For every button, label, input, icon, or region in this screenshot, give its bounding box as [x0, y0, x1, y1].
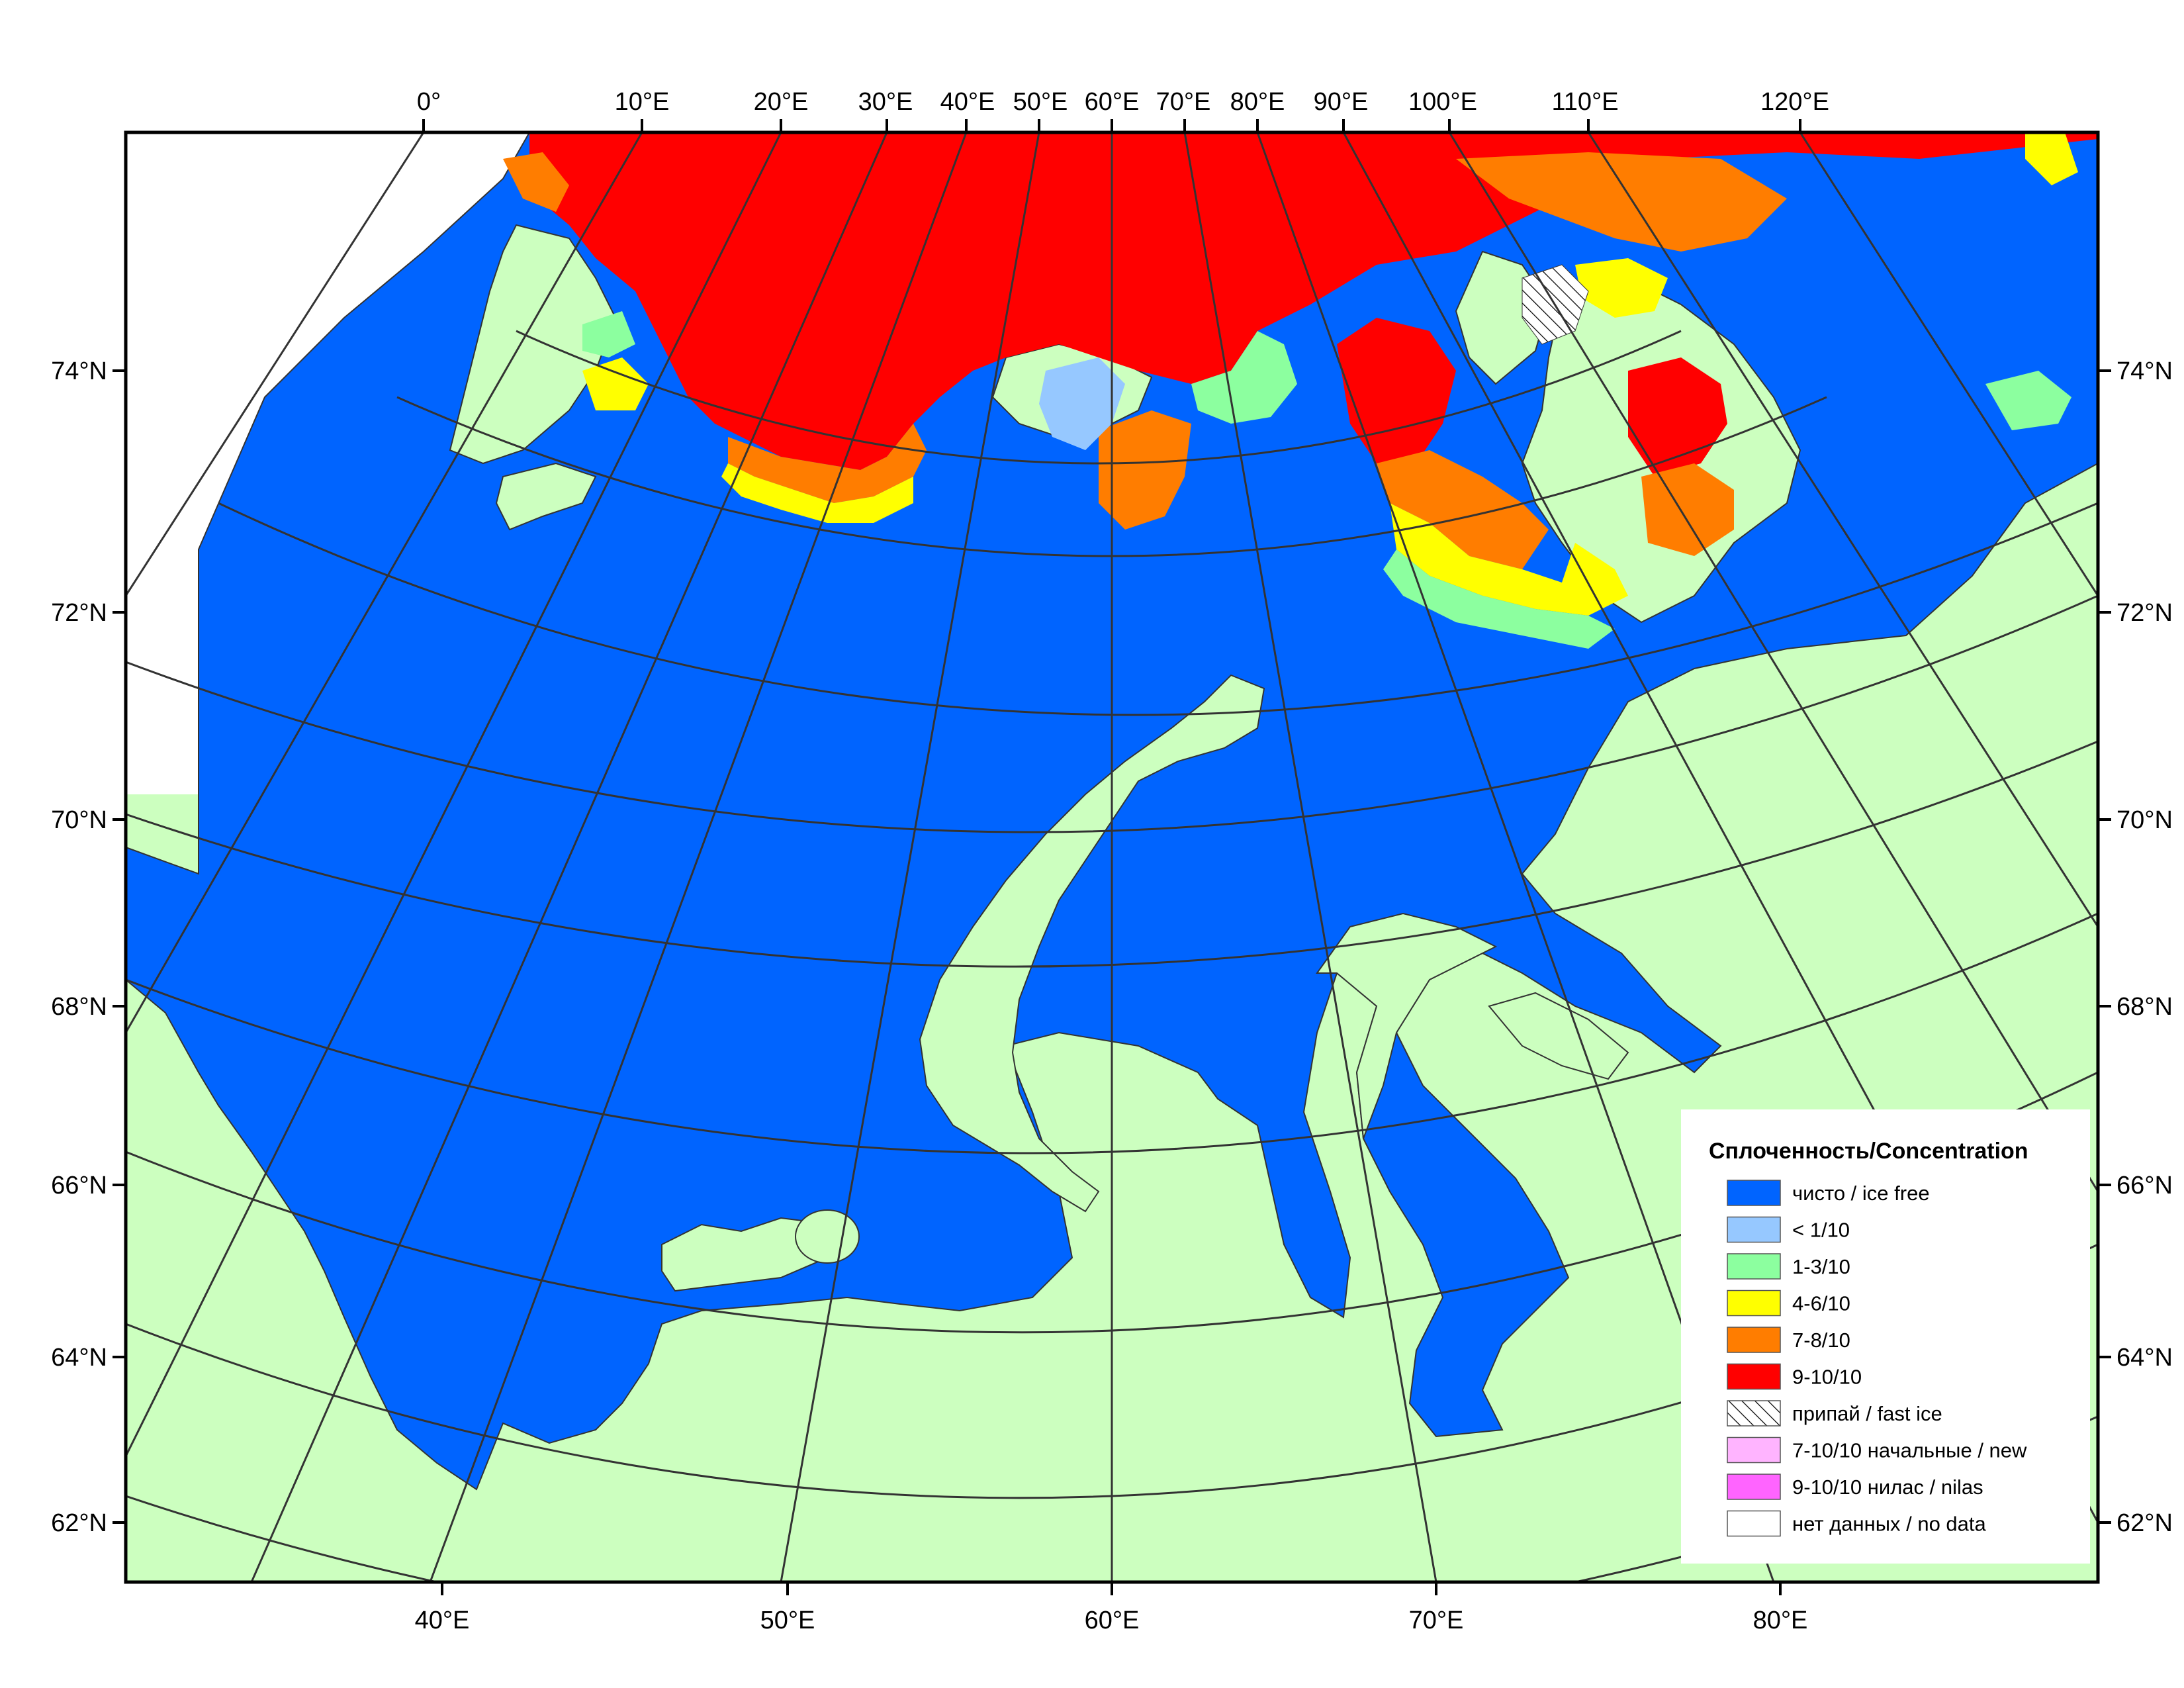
ice-7-8-north: [1456, 152, 1787, 252]
lon-label-top: 20°E: [754, 88, 809, 116]
legend-label: 7-10/10 начальные / new: [1792, 1439, 2027, 1462]
ice-1-3-kara: [1383, 549, 1615, 649]
kolguev-island: [795, 1209, 860, 1264]
lon-label-bottom: 50°E: [760, 1607, 815, 1634]
ice-7-8-svalbard: [503, 152, 569, 212]
lat-label-right: 62°N: [2116, 1509, 2173, 1537]
ice-4-6-kara: [1390, 503, 1628, 616]
lat-label-left: 64°N: [51, 1344, 107, 1372]
lat-label-left: 70°N: [51, 806, 107, 834]
lat-label-left: 72°N: [51, 599, 107, 627]
ice-1-3-svalbard: [582, 311, 635, 357]
legend-label: < 1/10: [1792, 1219, 1850, 1242]
ice-7-8-kara: [1377, 450, 1549, 569]
lon-label-bottom: 80°E: [1753, 1607, 1808, 1634]
ice-4-6-east: [2025, 132, 2078, 185]
legend-label: 9-10/10: [1792, 1366, 1862, 1389]
lat-label-left: 74°N: [51, 357, 107, 385]
top-lon-labels: 0° 10°E 20°E 30°E 40°E 50°E 60°E 70°E 80…: [417, 88, 1829, 116]
lon-label-top: 10°E: [615, 88, 670, 116]
legend-swatch: [1727, 1253, 1781, 1280]
lon-label-bottom: 60°E: [1085, 1607, 1140, 1634]
ice-4-6-taimyr: [1575, 258, 1668, 318]
no-data-region: [126, 132, 529, 794]
ice-7-8-center: [1099, 410, 1191, 530]
legend-swatch: [1727, 1289, 1781, 1317]
legend-label: 1-3/10: [1792, 1255, 1850, 1278]
lat-label-right: 72°N: [2116, 599, 2173, 627]
ice-9-10: [529, 132, 2098, 470]
legend-swatch: [1727, 1510, 1781, 1537]
bottom-lon-labels: 40°E 50°E 60°E 70°E 80°E: [415, 1607, 1808, 1634]
legend-label: 7-8/10: [1792, 1329, 1850, 1352]
legend-swatch: [1727, 1363, 1781, 1390]
legend-label: нет данных / no data: [1792, 1513, 1987, 1536]
lon-label-top: 100°E: [1408, 88, 1477, 116]
lon-label-top: 60°E: [1085, 88, 1140, 116]
lat-label-right: 74°N: [2116, 357, 2173, 385]
ice-7-8-taimyr: [1641, 463, 1734, 556]
lon-label-top: 110°E: [1551, 88, 1618, 116]
ice-4-6-svalbard: [582, 357, 649, 410]
lat-label-right: 66°N: [2116, 1172, 2173, 1199]
lat-label-right: 70°N: [2116, 806, 2173, 834]
lon-label-top: 40°E: [940, 88, 995, 116]
ice-1-3-east: [1985, 371, 2071, 430]
legend-label: 9-10/10 нилас / nilas: [1792, 1476, 1983, 1499]
lon-label-bottom: 40°E: [415, 1607, 470, 1634]
ice-9-10-east: [1337, 318, 1456, 463]
legend-swatch: [1727, 1180, 1781, 1206]
yamal-peninsula: [1316, 912, 1498, 1139]
gydan-peninsula: [1488, 992, 1629, 1080]
lon-label-top: 80°E: [1230, 88, 1285, 116]
legend-label: чисто / ice free: [1792, 1182, 1930, 1205]
novaya-zemlya: [919, 674, 1265, 1213]
lat-label-right: 68°N: [2116, 993, 2173, 1021]
svalbard: [449, 224, 617, 465]
ice-lt-1-10: [1039, 357, 1125, 450]
legend-label: 4-6/10: [1792, 1292, 1850, 1315]
ice-7-8: [728, 424, 927, 503]
lat-label-left: 62°N: [51, 1509, 107, 1537]
lon-label-top: 90°E: [1314, 88, 1369, 116]
ice-1-3: [1191, 331, 1297, 424]
legend: Сплоченность/Concentration чисто / ice f…: [1681, 1109, 2090, 1564]
lon-label-top: 120°E: [1760, 88, 1829, 116]
lon-label-top: 30°E: [858, 88, 913, 116]
lat-label-left: 66°N: [51, 1172, 107, 1199]
frame-ticks: [113, 119, 2111, 1595]
lon-label-top: 0°: [417, 88, 441, 116]
legend-swatch: [1727, 1216, 1781, 1243]
lat-label-left: 68°N: [51, 993, 107, 1021]
lat-label-right: 64°N: [2116, 1344, 2173, 1372]
legend-label: припай / fast ice: [1792, 1402, 1942, 1425]
lon-label-bottom: 70°E: [1409, 1607, 1464, 1634]
legend-items: чисто / ice free < 1/10 1-3/10 4-6/10 7-8/10…: [1727, 1180, 2027, 1537]
legend-swatch: [1727, 1400, 1781, 1427]
right-lat-labels: 74°N 72°N 70°N 68°N 66°N 64°N 62°N: [2116, 357, 2173, 1537]
svalbard-south: [495, 462, 597, 531]
lon-label-top: 50°E: [1013, 88, 1068, 116]
ice-4-6: [721, 463, 913, 523]
legend-swatch: [1727, 1327, 1781, 1353]
legend-title: Сплоченность/Concentration: [1709, 1139, 2028, 1164]
left-lat-labels: 74°N 72°N 70°N 68°N 66°N 64°N 62°N: [51, 357, 107, 1537]
lon-label-top: 70°E: [1156, 88, 1211, 116]
legend-swatch: [1727, 1436, 1781, 1464]
legend-swatch: [1727, 1474, 1781, 1500]
